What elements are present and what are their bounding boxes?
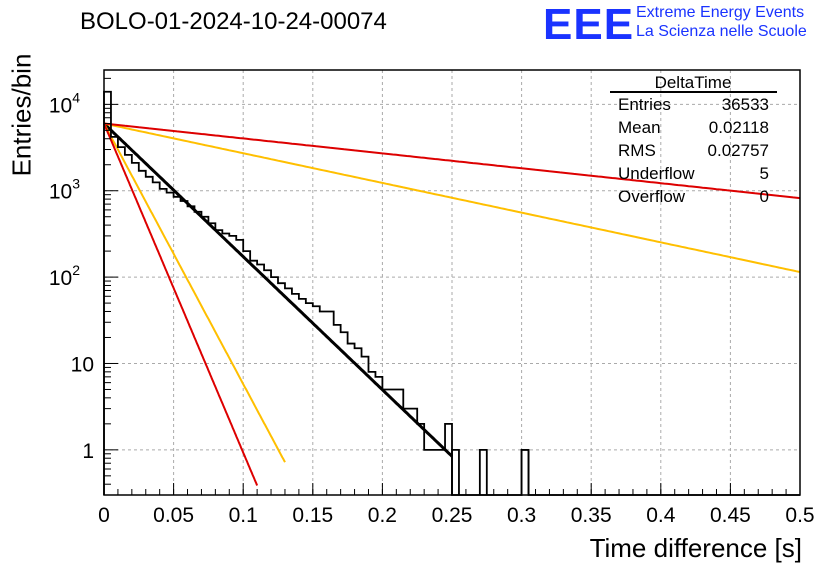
- stats-box: DeltaTime Entries 36533 Mean 0.02118 RMS 0.02…: [610, 73, 777, 206]
- stats-label: Entries: [618, 95, 671, 114]
- y-tick-label: 103: [49, 176, 80, 204]
- logo-text-line1: Extreme Energy Events: [636, 4, 805, 21]
- stats-label: Underflow: [618, 164, 695, 183]
- stats-value: 0: [760, 187, 769, 206]
- stats-label: RMS: [618, 141, 656, 160]
- x-axis-label: Time difference [s]: [589, 533, 802, 563]
- y-tick-label: 102: [49, 262, 80, 290]
- fit-curve: [102, 122, 454, 458]
- logo-text-line2: La Scienza nelle Scuole: [636, 23, 807, 40]
- x-tick-label: 0.05: [153, 504, 194, 527]
- stats-label: Overflow: [618, 187, 686, 206]
- x-tick-label: 0.35: [571, 504, 612, 527]
- histogram-spike: [451, 448, 460, 495]
- y-tick-label: 1: [82, 440, 94, 463]
- x-tick-label: 0.3: [507, 504, 536, 527]
- histogram-spike: [520, 448, 530, 495]
- fit-curve: [103, 123, 259, 486]
- x-tick-label: 0.25: [432, 504, 473, 527]
- fit-curves: [102, 122, 801, 486]
- x-tick-label: 0.4: [646, 504, 676, 527]
- fit-curve: [103, 122, 801, 200]
- eee-logo: EEE: [543, 0, 635, 49]
- chart-title: BOLO-01-2024-10-24-00074: [80, 8, 387, 35]
- x-tick-label: 0: [98, 504, 110, 527]
- stats-value: 0.02118: [709, 118, 769, 137]
- x-tick-label: 0.5: [785, 504, 814, 527]
- axis-ticks: 0 0.05 0.1 0.15 0.2 0.25 0.3 0.35 0.4 0.45 0.5 1 10 1…: [49, 77, 815, 527]
- stats-label: Mean: [618, 118, 661, 137]
- x-tick-label: 0.2: [368, 504, 397, 527]
- x-tick-label: 0.45: [710, 504, 751, 527]
- fit-curve: [103, 123, 286, 463]
- y-tick-label: 10: [71, 353, 94, 376]
- stats-value: 36533: [722, 95, 769, 114]
- stats-value: 0.02757: [708, 141, 769, 160]
- stats-value: 5: [760, 164, 769, 183]
- fit-curve: [103, 122, 801, 273]
- stats-title: DeltaTime: [655, 73, 732, 92]
- histogram-spike: [478, 448, 488, 495]
- y-tick-label: 104: [49, 89, 80, 117]
- x-tick-label: 0.15: [292, 504, 333, 527]
- x-tick-label: 0.1: [229, 504, 258, 527]
